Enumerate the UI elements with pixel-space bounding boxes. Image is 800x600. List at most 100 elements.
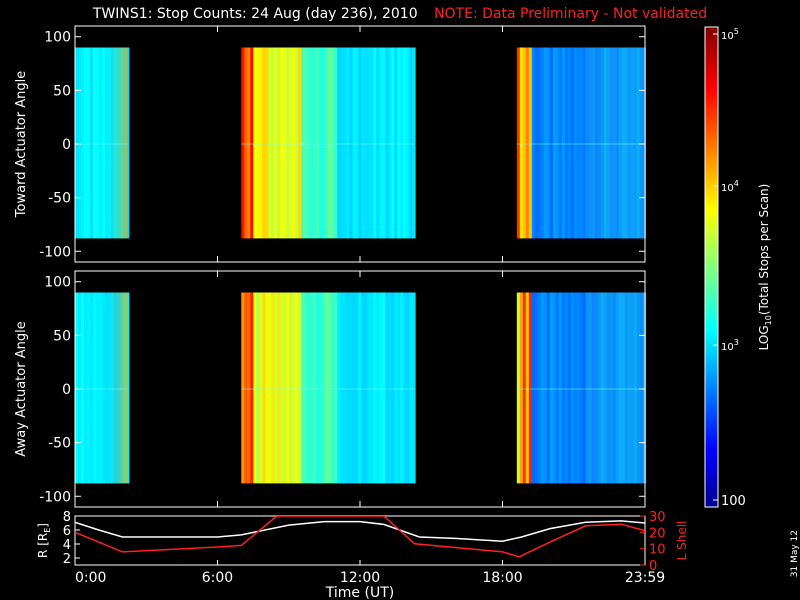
y-tick-label-right: 30	[649, 510, 666, 525]
data-column	[382, 292, 386, 484]
data-column	[84, 292, 88, 484]
data-column	[81, 47, 85, 239]
data-column	[343, 47, 347, 239]
data-column	[627, 292, 632, 484]
data-column	[259, 292, 263, 484]
data-column	[564, 292, 569, 484]
data-column	[606, 292, 611, 484]
data-column	[537, 47, 542, 239]
data-column	[594, 292, 599, 484]
data-column	[295, 292, 299, 484]
data-column	[412, 47, 416, 239]
data-column	[537, 292, 542, 484]
y-tick-label-left: 2	[63, 552, 71, 567]
y-tick-label: 0	[62, 382, 71, 398]
data-column	[370, 292, 374, 484]
data-column	[531, 292, 536, 484]
x-tick-label: 12:00	[340, 570, 380, 586]
data-column	[397, 47, 401, 239]
data-column	[397, 292, 401, 484]
y-tick-label: 100	[44, 275, 71, 291]
preliminary-note: NOTE: Data Preliminary - Not validated	[434, 6, 708, 22]
data-column	[579, 47, 584, 239]
data-column	[304, 292, 308, 484]
data-column	[96, 292, 100, 484]
block-edge	[105, 292, 128, 484]
data-column	[382, 47, 386, 239]
data-column	[621, 47, 626, 239]
l-shell-axis-label: L Shell	[675, 521, 689, 561]
data-column	[591, 47, 596, 239]
y-tick-label: -100	[39, 244, 71, 260]
data-column	[256, 292, 260, 484]
data-column	[322, 47, 326, 239]
colorbar-label: LOG10(Total Stops per Scan)	[757, 184, 773, 351]
data-column	[87, 292, 91, 484]
chart-title-row: TWINS1: Stop Counts: 24 Aug (day 236), 2…	[0, 6, 800, 22]
data-block	[241, 47, 416, 239]
y-tick-label: 0	[62, 137, 71, 153]
data-column	[256, 47, 260, 239]
data-column	[612, 47, 617, 239]
colorbar-tick-label: 105	[721, 27, 739, 42]
data-column	[639, 47, 644, 239]
data-column	[280, 47, 284, 239]
data-column	[394, 47, 398, 239]
l-shell-line	[75, 516, 645, 558]
data-column	[289, 292, 293, 484]
data-column	[540, 292, 545, 484]
data-column	[313, 47, 317, 239]
data-column	[355, 47, 359, 239]
data-column	[373, 292, 377, 484]
data-column	[78, 292, 82, 484]
data-column	[244, 47, 248, 239]
x-axis-label: Time (UT)	[325, 585, 394, 600]
data-column	[361, 292, 365, 484]
data-column	[334, 292, 338, 484]
data-column	[316, 292, 320, 484]
data-column	[301, 47, 305, 239]
data-column	[289, 47, 293, 239]
data-column	[244, 292, 248, 484]
data-block	[75, 292, 130, 484]
data-column	[582, 47, 587, 239]
data-column	[612, 292, 617, 484]
data-column	[337, 292, 341, 484]
data-column	[543, 47, 548, 239]
data-column	[579, 292, 584, 484]
data-column	[292, 292, 296, 484]
data-column	[367, 292, 371, 484]
data-column	[352, 292, 356, 484]
data-column	[364, 47, 368, 239]
data-column	[268, 47, 272, 239]
data-column	[552, 292, 557, 484]
y-tick-label: 50	[53, 83, 71, 99]
data-column	[340, 292, 344, 484]
data-column	[561, 292, 566, 484]
orbit-frame	[74, 515, 646, 566]
data-column	[534, 292, 539, 484]
data-column	[555, 292, 560, 484]
y-axis-label: Away Actuator Angle	[14, 321, 29, 456]
y-tick-label: -50	[48, 436, 71, 452]
data-column	[346, 47, 350, 239]
data-column	[271, 292, 275, 484]
data-column	[331, 47, 335, 239]
date-stamp: 31 May 12	[790, 530, 800, 578]
data-column	[585, 292, 590, 484]
y-tick-label: 100	[44, 30, 71, 46]
r-line	[75, 520, 645, 542]
data-column	[388, 47, 392, 239]
data-column	[262, 292, 266, 484]
data-column	[385, 292, 389, 484]
data-column	[528, 47, 533, 239]
data-column	[391, 47, 395, 239]
data-column	[594, 47, 599, 239]
data-column	[642, 47, 647, 239]
data-column	[310, 47, 314, 239]
data-column	[241, 47, 245, 239]
data-column	[298, 292, 302, 484]
r-axis-label: R [RE]	[36, 523, 52, 558]
